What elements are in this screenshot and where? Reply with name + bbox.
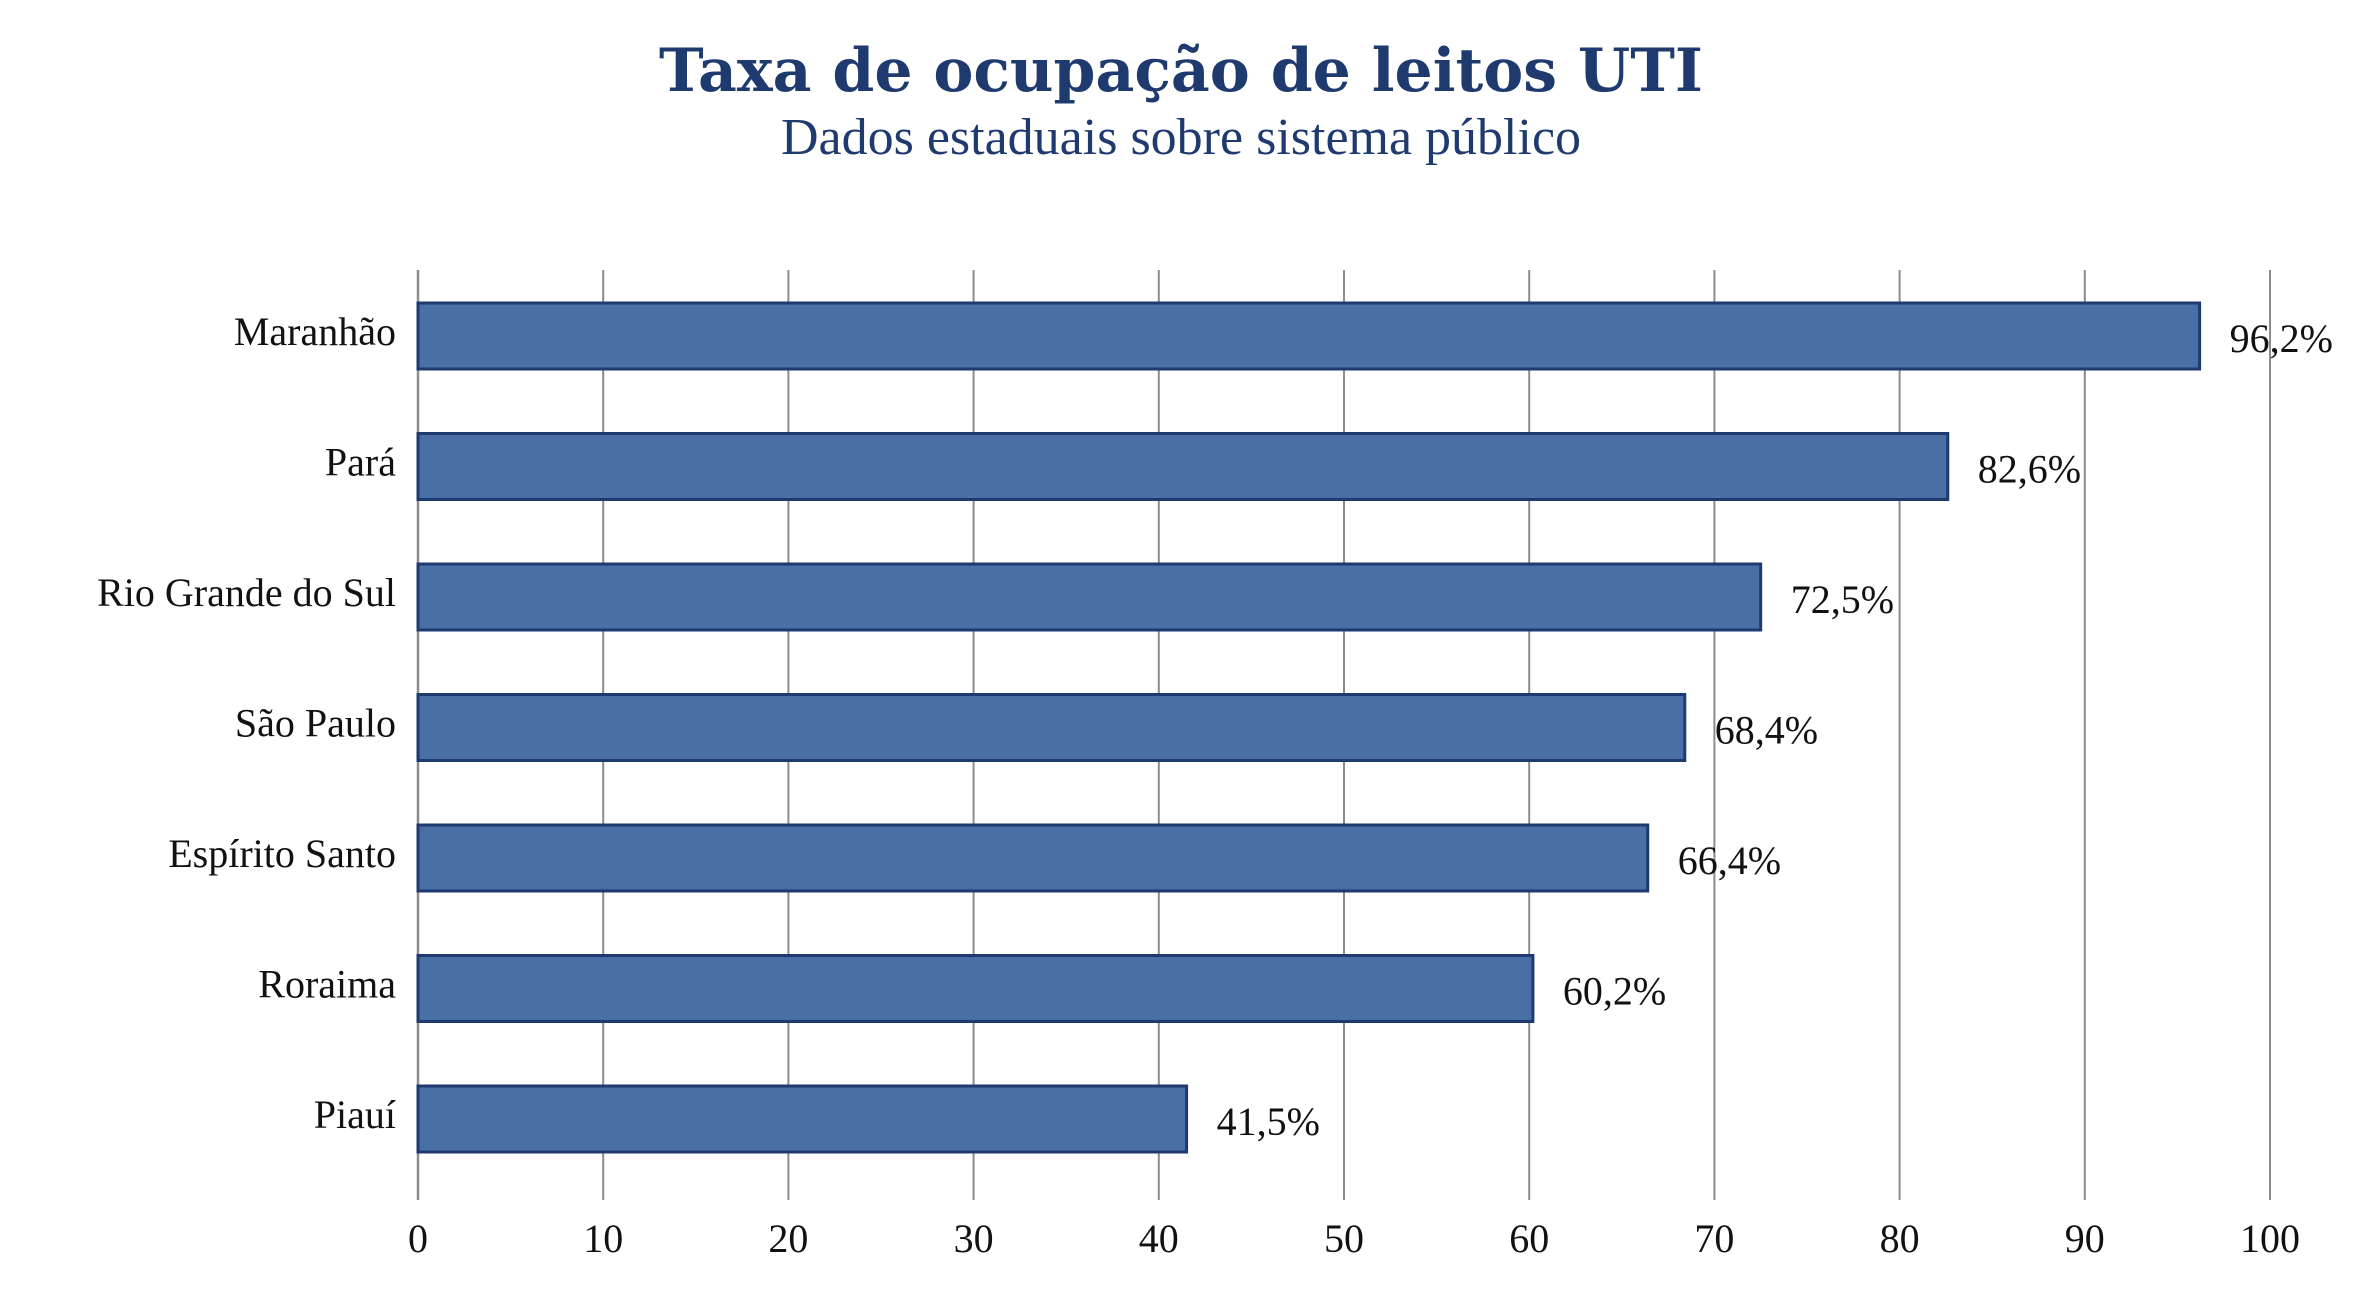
x-tick-label: 80 <box>1880 1216 1920 1261</box>
bar <box>416 301 2202 371</box>
category-label: Maranhão <box>234 309 396 354</box>
bar <box>416 432 1950 501</box>
bar <box>416 562 1763 632</box>
chart-subtitle: Dados estaduais sobre sistema público <box>780 109 1582 166</box>
bar <box>416 693 1687 762</box>
x-tick-label: 0 <box>408 1216 428 1261</box>
category-label: Rio Grande do Sul <box>97 570 396 615</box>
x-tick-label: 40 <box>1139 1216 1179 1261</box>
x-tick-label: 70 <box>1694 1216 1734 1261</box>
bar <box>416 954 1535 1023</box>
bar <box>416 1084 1189 1154</box>
x-tick-label: 100 <box>2240 1216 2300 1261</box>
x-tick-label: 60 <box>1509 1216 1549 1261</box>
x-tick-label: 30 <box>954 1216 994 1261</box>
category-label: São Paulo <box>235 701 396 746</box>
x-tick-label: 20 <box>768 1216 808 1261</box>
category-label: Pará <box>325 440 396 485</box>
data-label: 60,2% <box>1563 969 1666 1014</box>
data-label: 66,4% <box>1678 838 1781 883</box>
category-label: Roraima <box>258 962 396 1007</box>
x-tick-label: 10 <box>583 1216 623 1261</box>
data-label: 72,5% <box>1791 577 1894 622</box>
data-label: 41,5% <box>1217 1099 1320 1144</box>
category-label: Piauí <box>314 1092 396 1137</box>
x-tick-label: 90 <box>2065 1216 2105 1261</box>
data-label: 82,6% <box>1978 447 2081 492</box>
chart-title: Taxa de ocupação de leitos UTI <box>659 36 1703 106</box>
x-tick-label: 50 <box>1324 1216 1364 1261</box>
category-label: Espírito Santo <box>168 831 396 876</box>
bar <box>416 823 1650 893</box>
data-label: 96,2% <box>2230 316 2333 361</box>
data-label: 68,4% <box>1715 708 1818 753</box>
